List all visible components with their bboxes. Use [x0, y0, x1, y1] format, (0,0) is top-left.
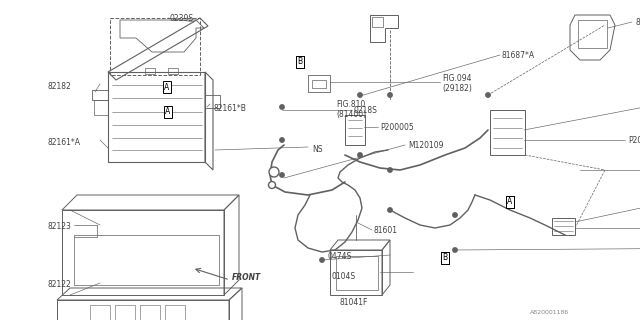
Text: 0239S: 0239S [170, 14, 194, 23]
Text: 0218S: 0218S [354, 106, 378, 115]
Text: FRONT: FRONT [232, 274, 261, 283]
Circle shape [486, 93, 490, 97]
Text: 81611: 81611 [635, 18, 640, 27]
Text: B: B [442, 253, 447, 262]
Text: M120109: M120109 [408, 141, 444, 150]
Text: NS: NS [312, 145, 323, 154]
Circle shape [269, 167, 279, 177]
Circle shape [453, 248, 457, 252]
Text: 82182: 82182 [48, 82, 72, 91]
Text: 81687*A: 81687*A [502, 51, 535, 60]
Text: B: B [442, 253, 447, 262]
Text: A: A [508, 197, 513, 206]
Circle shape [358, 153, 362, 157]
Text: 82123: 82123 [48, 222, 72, 231]
Text: 0474S: 0474S [328, 252, 352, 261]
Text: B: B [298, 58, 303, 67]
Circle shape [358, 93, 362, 97]
Circle shape [453, 213, 457, 217]
Text: P200005: P200005 [628, 136, 640, 145]
Circle shape [280, 138, 284, 142]
Circle shape [388, 168, 392, 172]
Text: A: A [164, 83, 170, 92]
Circle shape [388, 93, 392, 97]
Text: P200005: P200005 [380, 123, 413, 132]
Text: A: A [165, 108, 171, 116]
Text: B: B [298, 58, 303, 67]
Text: 81601: 81601 [374, 226, 398, 235]
Circle shape [280, 173, 284, 177]
Text: 0104S: 0104S [332, 272, 356, 281]
Text: FIG.810
(81400): FIG.810 (81400) [336, 100, 366, 119]
Circle shape [388, 208, 392, 212]
Text: 82161*A: 82161*A [48, 138, 81, 147]
Text: FIG.094
(29182): FIG.094 (29182) [442, 74, 472, 93]
Circle shape [269, 181, 275, 188]
Text: 81041F: 81041F [340, 298, 369, 307]
Circle shape [320, 258, 324, 262]
Text: A820001186: A820001186 [530, 310, 569, 315]
Text: 82161*B: 82161*B [213, 104, 246, 113]
Text: 82122: 82122 [48, 280, 72, 289]
Circle shape [280, 105, 284, 109]
Text: A: A [508, 197, 513, 206]
